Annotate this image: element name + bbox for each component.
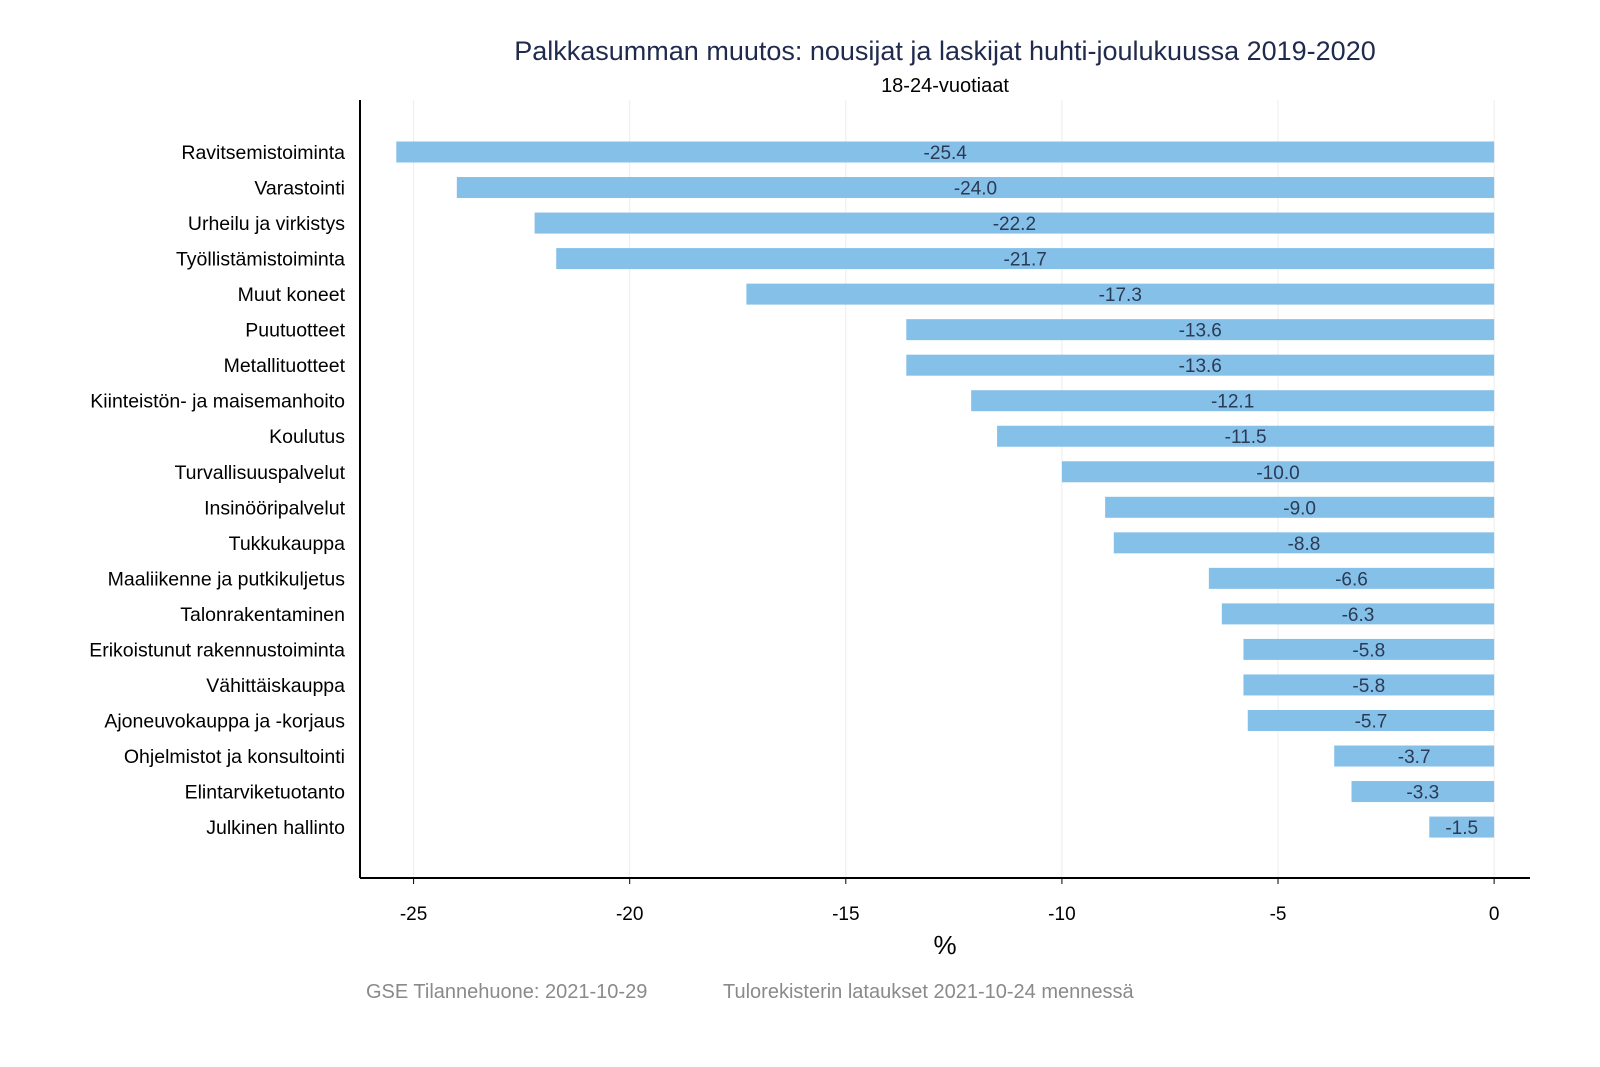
chart-subtitle: 18-24-vuotiaat	[881, 75, 1009, 97]
category-label: Koulutus	[269, 426, 345, 448]
bar-value-label: -3.3	[1406, 783, 1439, 804]
bar-value-label: -25.4	[924, 143, 968, 164]
bar-value-label: -6.3	[1342, 605, 1375, 626]
category-label: Insinööripalvelut	[204, 497, 346, 519]
category-label: Kiinteistön- ja maisemanhoito	[90, 391, 345, 413]
bar-value-label: -3.7	[1398, 747, 1431, 768]
bar	[1247, 709, 1495, 731]
category-label: Muut koneet	[238, 284, 346, 306]
bar	[556, 248, 1495, 270]
category-label: Erikoistunut rakennustoiminta	[89, 639, 345, 661]
bar	[1113, 532, 1495, 554]
bar	[1334, 745, 1495, 767]
x-axis-label: %	[933, 930, 957, 960]
bar-value-label: -17.3	[1099, 285, 1142, 306]
bar	[1243, 638, 1495, 660]
footer-note: Tulorekisterin lataukset 2021-10-24 menn…	[723, 981, 1134, 1003]
bar-value-label: -24.0	[954, 179, 997, 200]
x-tick-label: 0	[1489, 904, 1500, 925]
category-label: Talonrakentaminen	[180, 604, 345, 626]
category-label: Maaliikenne ja putkikuljetus	[108, 568, 346, 590]
bar	[396, 141, 1495, 163]
category-label: Ajoneuvokauppa ja -korjaus	[104, 710, 345, 732]
category-label: Ravitsemistoiminta	[181, 142, 345, 164]
bar	[1429, 816, 1495, 838]
bar	[906, 319, 1495, 341]
bar-value-label: -22.2	[993, 214, 1036, 235]
category-label: Turvallisuuspalvelut	[174, 462, 345, 484]
category-label: Tukkukauppa	[229, 533, 346, 555]
bar-value-label: -1.5	[1445, 818, 1478, 839]
chart-title: Palkkasumman muutos: nousijat ja laskija…	[514, 36, 1376, 66]
category-label: Puutuotteet	[245, 320, 345, 342]
category-label: Vähittäiskauppa	[206, 675, 345, 697]
category-label: Julkinen hallinto	[206, 817, 345, 839]
category-label: Urheilu ja virkistys	[188, 213, 345, 235]
footer-source: GSE Tilannehuone: 2021-10-29	[366, 981, 648, 1003]
bar	[534, 212, 1495, 234]
category-label: Ohjelmistot ja konsultointi	[124, 746, 345, 768]
bar-value-label: -5.7	[1355, 711, 1388, 732]
bar-value-label: -13.6	[1179, 356, 1222, 377]
bar-value-label: -13.6	[1179, 321, 1222, 342]
bar-value-label: -6.6	[1335, 569, 1368, 590]
x-tick-label: -5	[1270, 904, 1287, 925]
x-tick-label: -20	[616, 904, 643, 925]
bar	[906, 354, 1495, 376]
bar-value-label: -5.8	[1352, 676, 1385, 697]
bar	[1351, 781, 1495, 803]
bar	[1105, 496, 1495, 518]
bar	[997, 425, 1495, 447]
category-label: Elintarviketuotanto	[185, 782, 346, 804]
category-label: Varastointi	[254, 178, 345, 200]
bar-value-label: -5.8	[1352, 640, 1385, 661]
bar-value-label: -11.5	[1225, 427, 1267, 448]
bar-value-label: -8.8	[1288, 534, 1321, 555]
x-tick-label: -15	[832, 904, 859, 925]
bar-value-label: -10.0	[1256, 463, 1299, 484]
bar	[1243, 674, 1495, 696]
bar-value-label: -21.7	[1004, 250, 1047, 271]
bar	[1208, 567, 1495, 589]
bar	[746, 283, 1495, 305]
bar	[1061, 461, 1495, 483]
bar	[1221, 603, 1495, 625]
bar-value-label: -12.1	[1211, 392, 1254, 413]
bar	[456, 177, 1495, 199]
bar	[971, 390, 1495, 412]
x-tick-label: -10	[1048, 904, 1075, 925]
category-label: Metallituotteet	[224, 355, 346, 377]
category-label: Työllistämistoiminta	[176, 249, 345, 271]
x-tick-label: -25	[400, 904, 427, 925]
bar-value-label: -9.0	[1283, 498, 1316, 519]
